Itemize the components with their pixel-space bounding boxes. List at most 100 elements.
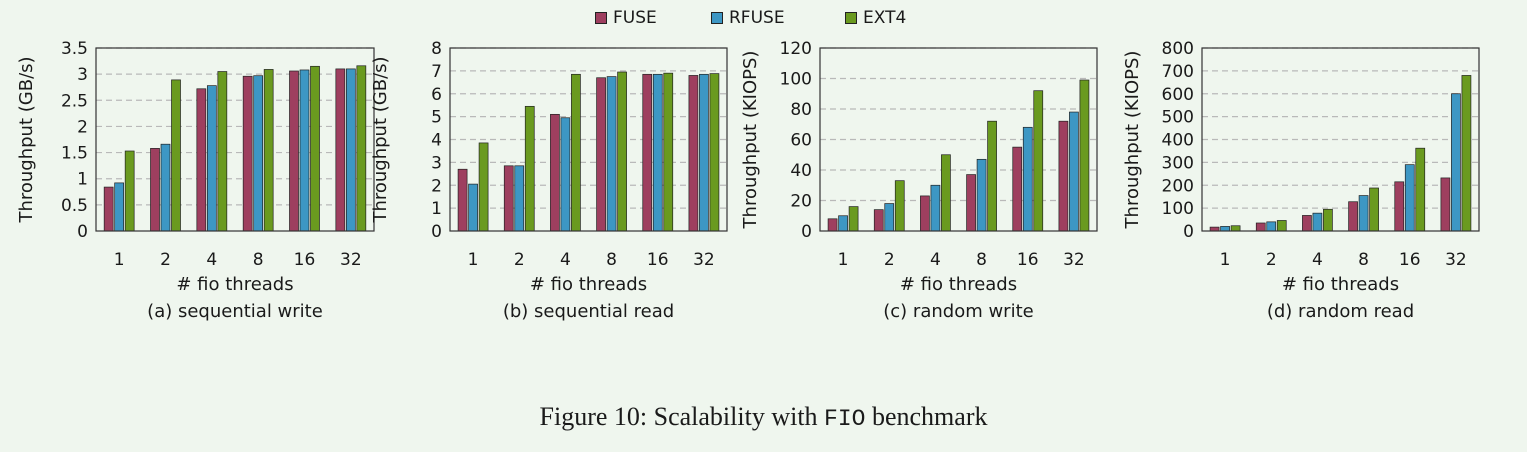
y-tick-label: 80 (790, 100, 812, 120)
x-axis-label: # fio threads (176, 274, 293, 295)
bar-fuse-8 (596, 77, 606, 232)
bar-rfuse-8 (976, 158, 987, 232)
chart-title: (b) sequential read (503, 301, 674, 322)
y-tick-label: 0 (431, 222, 442, 242)
bar-fuse-4 (550, 113, 560, 232)
x-tick-label: 4 (930, 250, 941, 270)
plot-frame (95, 47, 375, 232)
y-tick-label: 3 (431, 153, 442, 173)
y-axis-label: Throughput (KIOPS) (740, 51, 761, 230)
y-tick-label: 20 (790, 192, 812, 212)
bar-ext4-1 (478, 142, 489, 232)
x-tick-label: 32 (340, 250, 362, 270)
bar-rfuse-1 (838, 215, 848, 232)
y-tick-label: 300 (1162, 153, 1194, 173)
caption-suffix: benchmark (865, 402, 988, 431)
bar-fuse-32 (688, 75, 699, 232)
bar-rfuse-1 (468, 183, 478, 232)
x-tick-label: 16 (1017, 250, 1039, 270)
bar-fuse-1 (457, 168, 468, 232)
y-tick-label: 2 (431, 176, 442, 196)
x-tick-label: 8 (1358, 250, 1369, 270)
legend-item-fuse: FUSE (595, 6, 657, 30)
bar-ext4-2 (171, 79, 181, 232)
y-tick-label: 0.5 (61, 196, 88, 216)
caption-prefix: Figure 10: Scalability with (539, 402, 825, 431)
x-tick-label: 8 (606, 250, 617, 270)
y-tick-label: 100 (780, 70, 812, 90)
bar-ext4-1 (124, 150, 135, 232)
y-tick-label: 0 (77, 222, 88, 242)
bar-rfuse-16 (299, 69, 310, 232)
bar-rfuse-1 (1220, 226, 1230, 232)
bar-fuse-2 (503, 165, 514, 232)
x-axis-label: # fio threads (530, 274, 647, 295)
bar-fuse-16 (642, 73, 653, 232)
y-tick-label: 200 (1162, 176, 1194, 196)
bar-rfuse-16 (652, 73, 663, 232)
y-tick-label: 500 (1162, 108, 1194, 128)
x-tick-label: 1 (468, 250, 479, 270)
bar-fuse-1 (827, 218, 838, 232)
x-tick-label: 4 (206, 250, 217, 270)
bar-fuse-8 (966, 174, 976, 232)
chart-panel-1: 0 0.5 1 1.5 2 2.5 3 3.5 1 2 4 8 16 32 # fio threads (a)… (16, 39, 375, 322)
bar-ext4-4 (217, 71, 228, 232)
bar-rfuse-8 (253, 75, 264, 232)
bar-ext4-2 (894, 180, 905, 232)
x-tick-label: 16 (1399, 250, 1421, 270)
x-axis-label: # fio threads (1282, 274, 1399, 295)
legend-swatch-ext4 (845, 12, 857, 24)
x-tick-label: 8 (976, 250, 987, 270)
x-tick-label: 16 (647, 250, 669, 270)
bar-rfuse-2 (514, 165, 525, 232)
bar-rfuse-16 (1404, 164, 1415, 232)
bar-fuse-16 (1012, 146, 1023, 232)
y-tick-label: 5 (431, 108, 442, 128)
y-tick-label: 2 (77, 117, 88, 137)
bar-rfuse-4 (1312, 212, 1323, 232)
bar-fuse-1 (103, 186, 114, 232)
bar-fuse-32 (1058, 120, 1069, 232)
legend-label-fuse: FUSE (613, 8, 657, 28)
legend-item-ext4: EXT4 (845, 6, 906, 30)
y-axis-label: Throughput (KIOPS) (1122, 51, 1143, 230)
bar-rfuse-2 (884, 203, 895, 232)
y-tick-label: 600 (1162, 85, 1194, 105)
bar-fuse-2 (873, 209, 884, 232)
y-axis-label: Throughput (GB/s) (16, 56, 37, 223)
legend-label-ext4: EXT4 (863, 8, 907, 28)
y-tick-label: 6 (431, 85, 442, 105)
y-tick-label: 1 (77, 170, 88, 190)
plot-frame (449, 47, 728, 232)
bar-rfuse-4 (930, 184, 941, 232)
y-tick-label: 8 (431, 39, 442, 59)
x-tick-label: 32 (1063, 250, 1085, 270)
bar-fuse-2 (150, 148, 160, 232)
bar-ext4-4 (941, 154, 951, 232)
bar-fuse-2 (1255, 222, 1266, 232)
bar-ext4-16 (1415, 147, 1426, 232)
y-axis-label: Throughput (GB/s) (370, 56, 391, 223)
y-tick-label: 800 (1162, 39, 1194, 59)
y-tick-label: 7 (431, 62, 442, 82)
chart-title: (c) random write (883, 301, 1033, 322)
legend-item-rfuse: RFUSE (711, 6, 785, 30)
bar-ext4-16 (663, 72, 674, 232)
x-tick-label: 2 (160, 250, 171, 270)
x-tick-label: 8 (253, 250, 264, 270)
y-tick-label: 40 (790, 161, 812, 181)
bar-rfuse-1 (114, 182, 125, 232)
bar-fuse-8 (1348, 201, 1358, 232)
bar-ext4-8 (1369, 187, 1379, 232)
bar-ext4-2 (524, 105, 535, 232)
y-tick-label: 100 (1162, 199, 1194, 219)
chart-title: (d) random read (1267, 301, 1414, 322)
bar-ext4-4 (571, 73, 581, 232)
bar-rfuse-32 (1069, 111, 1079, 232)
y-tick-label: 4 (431, 131, 442, 151)
bar-fuse-16 (289, 70, 299, 232)
